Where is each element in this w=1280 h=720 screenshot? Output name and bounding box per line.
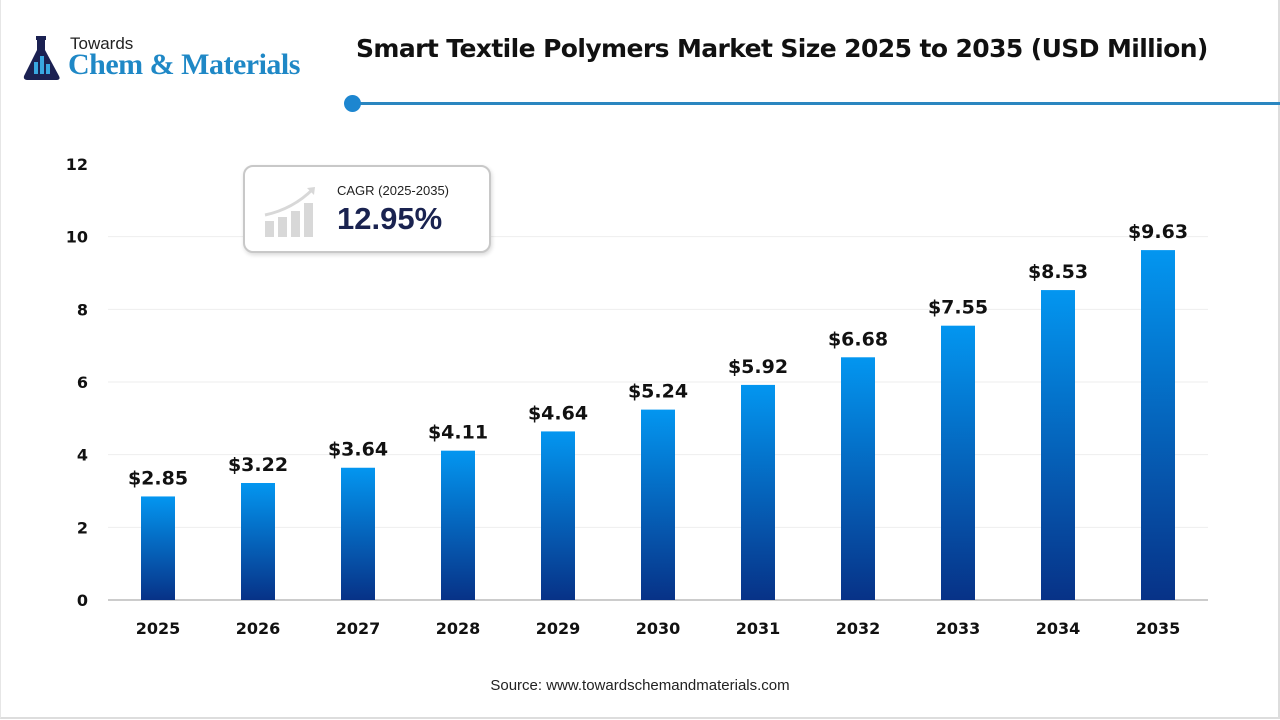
y-tick-label: 4 — [77, 446, 88, 465]
bar-2033 — [941, 325, 975, 600]
bar-2034 — [1041, 290, 1075, 600]
bar-2025 — [141, 496, 175, 600]
data-label: $7.55 — [928, 297, 988, 319]
data-label: $5.24 — [628, 381, 688, 403]
cagr-label: CAGR (2025-2035) — [337, 183, 449, 198]
y-tick-label: 10 — [66, 228, 88, 247]
x-tick-label: 2032 — [836, 619, 881, 638]
x-tick-label: 2035 — [1136, 619, 1181, 638]
flask-icon — [23, 36, 60, 80]
logo: Towards Chem & Materials — [22, 34, 342, 84]
chart-title: Smart Textile Polymers Market Size 2025 … — [356, 34, 1208, 63]
title-underline — [352, 102, 1280, 105]
x-tick-label: 2026 — [236, 619, 281, 638]
data-label: $4.64 — [528, 402, 588, 424]
data-label: $4.11 — [428, 422, 488, 444]
data-label: $9.63 — [1128, 221, 1188, 243]
logo-text-towards: Towards — [70, 34, 134, 53]
y-tick-label: 8 — [77, 300, 88, 319]
x-tick-label: 2025 — [136, 619, 181, 638]
bar-2026 — [241, 483, 275, 600]
data-label: $6.68 — [828, 328, 888, 350]
data-label: $8.53 — [1028, 261, 1088, 283]
data-label: $3.64 — [328, 439, 388, 461]
y-tick-label: 12 — [66, 155, 88, 174]
x-tick-label: 2027 — [336, 619, 381, 638]
bar-2029 — [541, 431, 575, 600]
x-tick-label: 2028 — [436, 619, 481, 638]
x-tick-label: 2029 — [536, 619, 581, 638]
bar-2031 — [741, 384, 775, 600]
logo-text-main: Chem & Materials — [68, 48, 300, 81]
title-dot — [344, 95, 361, 112]
x-tick-label: 2034 — [1036, 619, 1081, 638]
bar-2032 — [841, 357, 875, 600]
bar-2027 — [341, 467, 375, 600]
x-tick-label: 2031 — [736, 619, 781, 638]
data-label: $2.85 — [128, 467, 188, 489]
source-note: Source: www.towardschemandmaterials.com — [490, 677, 790, 694]
bar-2030 — [641, 409, 675, 600]
bar-2035 — [1141, 250, 1175, 601]
y-tick-label: 0 — [77, 591, 88, 610]
x-tick-label: 2030 — [636, 619, 681, 638]
bar-2028 — [441, 450, 475, 600]
cagr-value: 12.95% — [337, 201, 443, 236]
y-tick-label: 2 — [77, 518, 88, 537]
data-label: $5.92 — [728, 356, 788, 378]
growth-chart-icon — [264, 187, 315, 237]
y-tick-label: 6 — [77, 373, 88, 392]
cagr-box: CAGR (2025-2035) 12.95% — [243, 165, 491, 253]
data-label: $3.22 — [228, 454, 288, 476]
x-tick-label: 2033 — [936, 619, 981, 638]
